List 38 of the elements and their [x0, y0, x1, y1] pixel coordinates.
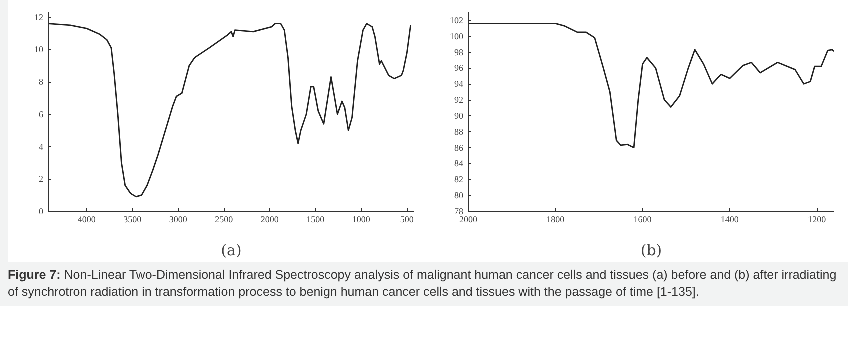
x-tick-label: 3000 [169, 214, 188, 224]
x-tick-label: 2000 [460, 214, 478, 224]
y-tick-label: 4 [39, 142, 44, 152]
y-tick-label: 78 [454, 206, 464, 216]
y-tick-label: 2 [39, 174, 44, 184]
x-axis-title: (b) [640, 242, 662, 260]
x-tick-label: 1400 [720, 214, 740, 224]
x-tick-label: 1600 [634, 214, 652, 224]
x-tick-label: 1000 [352, 214, 371, 224]
line-series [468, 22, 834, 149]
x-axis-title: (a) [221, 242, 242, 260]
y-tick-label: 100 [450, 31, 464, 42]
y-tick-label: 12 [34, 12, 44, 22]
y-tick-label: 92 [454, 95, 464, 106]
y-tick-label: 98 [454, 47, 464, 58]
y-tick-label: 82 [454, 174, 464, 185]
y-tick-label: 94 [454, 79, 464, 90]
y-tick-label: 102 [450, 15, 464, 26]
x-tick-label: 1800 [546, 214, 566, 224]
y-tick-label: 10 [34, 44, 44, 55]
y-tick-label: 84 [454, 158, 464, 169]
y-tick-label: 6 [39, 109, 44, 120]
caption: Figure 7: Non-Linear Two-Dimensional Infrared Spectroscopy analysis of malignant human cancer cells and tissues (a) before and (b) after irradiating of synchrotron radiation in transformation process to benign human cancer cells and tissues with the passage of time [1-135]. [8, 267, 838, 301]
x-tick-label: 2500 [215, 214, 234, 224]
y-tick-label: 86 [454, 142, 464, 153]
line-series [48, 23, 412, 198]
x-tick-label: 4000 [78, 214, 96, 224]
x-tick-label: 2000 [260, 214, 280, 224]
x-tick-label: 1200 [808, 214, 827, 224]
y-tick-label: 96 [454, 63, 464, 74]
y-tick-label: 88 [454, 126, 464, 137]
x-tick-label: 1500 [306, 214, 326, 224]
y-tick-label: 80 [454, 190, 464, 201]
y-tick-label: 8 [39, 77, 44, 88]
x-tick-label: 500 [400, 214, 414, 224]
y-tick-label: 0 [39, 206, 44, 216]
x-tick-label: 3500 [124, 214, 142, 224]
y-tick-label: 90 [454, 110, 464, 121]
